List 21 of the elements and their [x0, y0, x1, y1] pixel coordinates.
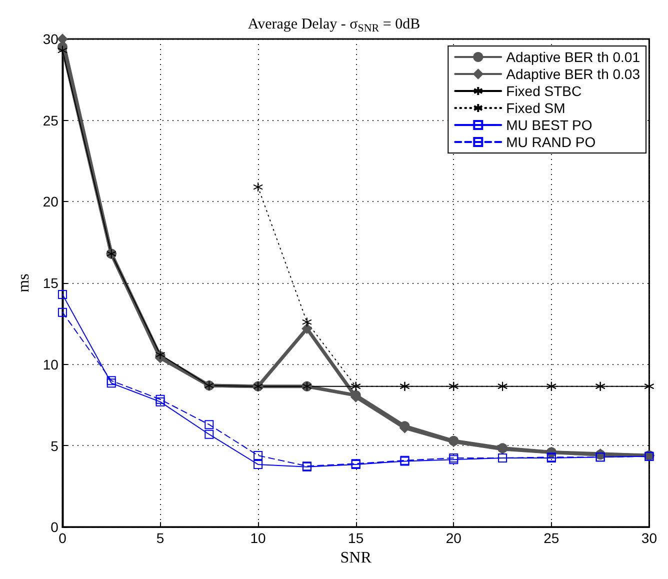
legend-label: MU RAND PO	[506, 134, 596, 150]
legend-label: MU BEST PO	[506, 117, 592, 133]
y-tick-label: 30	[42, 31, 59, 47]
x-axis-title: SNR	[340, 550, 372, 566]
x-tick-label: 5	[156, 530, 164, 546]
y-tick-label: 10	[42, 356, 59, 372]
x-tick-label: 10	[250, 530, 266, 546]
y-tick-label: 20	[42, 194, 59, 210]
y-tick-label: 5	[50, 438, 59, 454]
x-tick-label: 20	[446, 530, 462, 546]
x-tick-label: 30	[641, 530, 658, 546]
y-tick-label: 15	[42, 275, 59, 292]
legend-label: Fixed SM	[506, 100, 566, 116]
y-tick-label: 0	[50, 519, 59, 536]
x-tick-label: 25	[544, 530, 560, 546]
legend-label: Adaptive BER th 0.03	[506, 66, 640, 82]
legend-label: Fixed STBC	[506, 83, 582, 99]
legend-label: Adaptive BER th 0.01	[506, 49, 640, 65]
y-axis-title: ms	[16, 274, 32, 292]
x-tick-label: 15	[348, 530, 364, 546]
y-tick-label: 25	[42, 112, 59, 128]
